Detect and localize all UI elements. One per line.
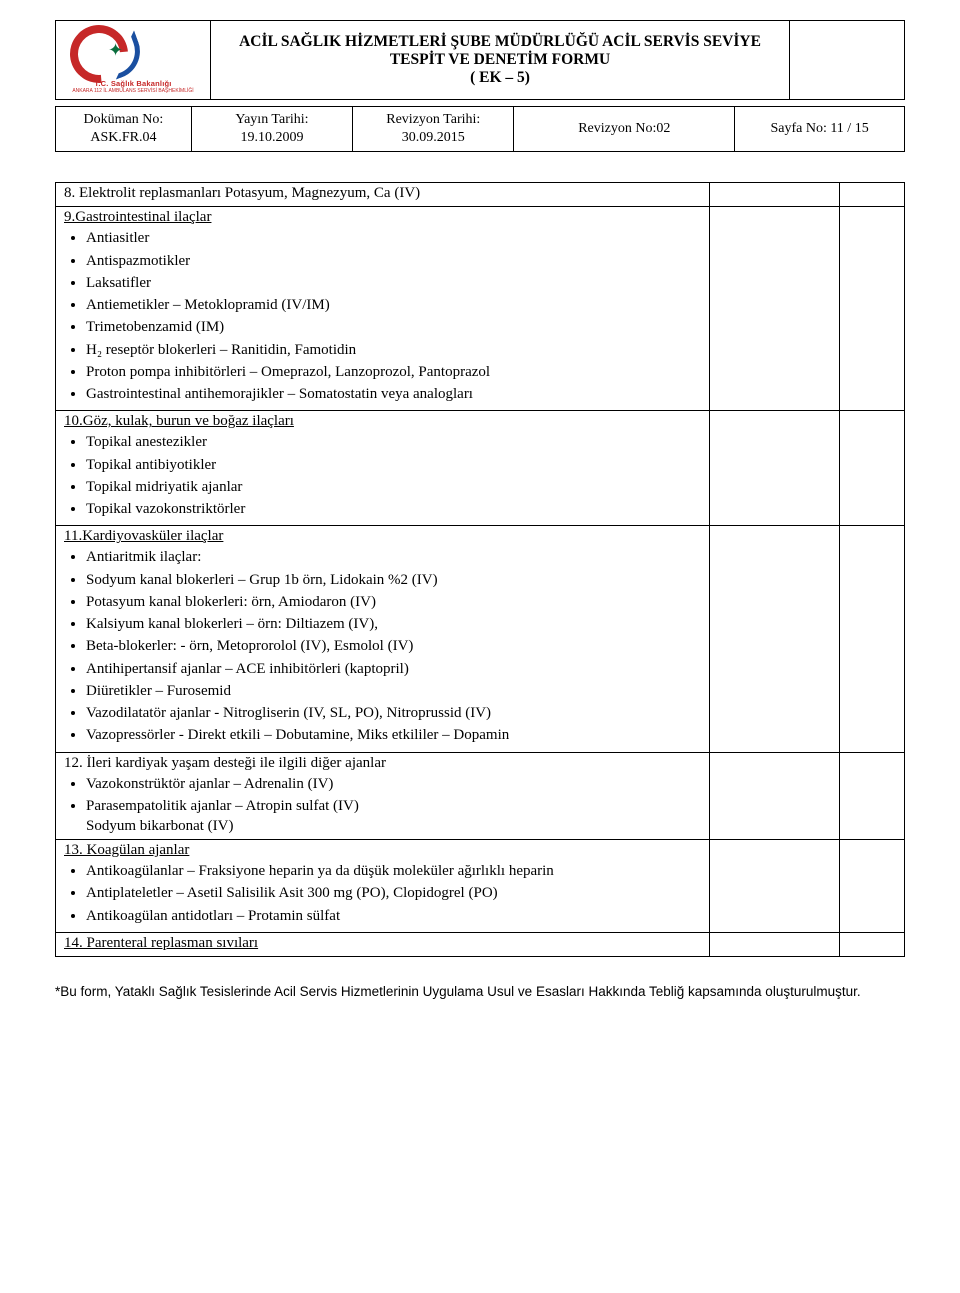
row-11-col2: [710, 526, 840, 752]
row-14: 14. Parenteral replasman sıvıları: [56, 932, 905, 956]
row-13-title: 13. Koagülan ajanlar: [64, 842, 189, 858]
yayin-value: 19.10.2009: [240, 130, 303, 145]
title-line-2: TESPİT VE DENETİM FORMU: [215, 51, 785, 69]
row-8-col2: [710, 183, 840, 207]
list-item: Kalsiyum kanal blokerleri – örn: Diltiaz…: [86, 614, 701, 634]
row-10-col3: [840, 411, 905, 526]
row-11-title: 11.Kardiyovasküler ilaçlar: [64, 528, 223, 544]
row-14-content: 14. Parenteral replasman sıvıları: [56, 932, 710, 956]
row-12-col2: [710, 752, 840, 840]
row-13-col3: [840, 840, 905, 933]
list-item: Trimetobenzamid (IM): [86, 317, 701, 337]
list-item: Vazopressörler - Direkt etkili – Dobutam…: [86, 725, 701, 745]
logo-text-1: T.C. Sağlık Bakanlığı: [68, 79, 198, 88]
list-item: Antispazmotikler: [86, 251, 701, 271]
list-item: Vazodilatatör ajanlar - Nitrogliserin (I…: [86, 703, 701, 723]
list-item: Proton pompa inhibitörleri – Omeprazol, …: [86, 362, 701, 382]
row-10-content: 10.Göz, kulak, burun ve boğaz ilaçları T…: [56, 411, 710, 526]
row-9-content: 9.Gastrointestinal ilaçlar Antiasitler A…: [56, 207, 710, 411]
list-item: Topikal vazokonstriktörler: [86, 499, 701, 519]
row-12-tail: Sodyum bikarbonat (IV): [86, 818, 701, 835]
list-item: Laksatifler: [86, 273, 701, 293]
meta-rev-no: Revizyon No:02: [514, 107, 735, 152]
title-line-3: ( EK – 5): [215, 69, 785, 87]
footnote: *Bu form, Yataklı Sağlık Tesislerinde Ac…: [55, 983, 905, 1001]
row-10-col2: [710, 411, 840, 526]
form-title: ACİL SAĞLIK HİZMETLERİ ŞUBE MÜDÜRLÜĞÜ AC…: [211, 21, 790, 100]
ministry-logo: ✦ T.C. Sağlık Bakanlığı ANKARA 112 İL AM…: [68, 25, 198, 95]
rev-tarih-value: 30.09.2015: [402, 130, 465, 145]
row-14-col2: [710, 932, 840, 956]
list-item: Antihipertansif ajanlar – ACE inhibitörl…: [86, 659, 701, 679]
list-item: Sodyum kanal blokerleri – Grup 1b örn, L…: [86, 570, 701, 590]
row-12: 12. İleri kardiyak yaşam desteği ile ilg…: [56, 752, 905, 840]
row-8-col3: [840, 183, 905, 207]
list-item: Antikoagülanlar – Fraksiyone heparin ya …: [86, 861, 701, 881]
page: ✦ T.C. Sağlık Bakanlığı ANKARA 112 İL AM…: [0, 0, 960, 1021]
list-item: Parasempatolitik ajanlar – Atropin sulfa…: [86, 796, 701, 816]
body-table: 8. Elektrolit replasmanları Potasyum, Ma…: [55, 182, 905, 957]
list-item: Antikoagülan antidotları – Protamin sülf…: [86, 906, 701, 926]
row-12-title: 12. İleri kardiyak yaşam desteği ile ilg…: [64, 755, 386, 771]
list-item: Antiaritmik ilaçlar:: [86, 547, 701, 567]
row-8-text: 8. Elektrolit replasmanları Potasyum, Ma…: [56, 183, 710, 207]
meta-yayin: Yayın Tarihi: 19.10.2009: [191, 107, 352, 152]
list-item: Beta-blokerler: - örn, Metoprorolol (IV)…: [86, 636, 701, 656]
row-13-col2: [710, 840, 840, 933]
meta-dokuman: Doküman No: ASK.FR.04: [56, 107, 192, 152]
star-icon: ✦: [108, 40, 123, 61]
list-item: Potasyum kanal blokerleri: örn, Amiodaro…: [86, 592, 701, 612]
logo-cell: ✦ T.C. Sağlık Bakanlığı ANKARA 112 İL AM…: [56, 21, 211, 100]
row-13: 13. Koagülan ajanlar Antikoagülanlar – F…: [56, 840, 905, 933]
dokuman-label: Doküman No:: [64, 111, 183, 129]
row-13-content: 13. Koagülan ajanlar Antikoagülanlar – F…: [56, 840, 710, 933]
list-item: Antiplateletler – Asetil Salisilik Asit …: [86, 883, 701, 903]
row-9-col3: [840, 207, 905, 411]
row-14-title: 14. Parenteral replasman sıvıları: [64, 935, 258, 951]
row-11-col3: [840, 526, 905, 752]
rev-tarih-label: Revizyon Tarihi:: [361, 111, 505, 129]
list-item: Topikal midriyatik ajanlar: [86, 477, 701, 497]
title-line-1: ACİL SAĞLIK HİZMETLERİ ŞUBE MÜDÜRLÜĞÜ AC…: [239, 33, 761, 50]
row-12-content: 12. İleri kardiyak yaşam desteği ile ilg…: [56, 752, 710, 840]
row-9-col2: [710, 207, 840, 411]
list-item: H₂ reseptör blokerleri – Ranitidin, Famo…: [86, 340, 701, 360]
row-12-col3: [840, 752, 905, 840]
header-table: ✦ T.C. Sağlık Bakanlığı ANKARA 112 İL AM…: [55, 20, 905, 100]
row-9-title: 9.Gastrointestinal ilaçlar: [64, 209, 211, 225]
list-item: Antiemetikler – Metoklopramid (IV/IM): [86, 295, 701, 315]
meta-sayfa: Sayfa No: 11 / 15: [735, 107, 905, 152]
row-10-title: 10.Göz, kulak, burun ve boğaz ilaçları: [64, 413, 294, 429]
row-14-col3: [840, 932, 905, 956]
header-blank: [790, 21, 905, 100]
list-item: Topikal anestezikler: [86, 432, 701, 452]
logo-text-2: ANKARA 112 İL AMBULANS SERVİSİ BAŞHEKİML…: [68, 88, 198, 94]
list-item: Vazokonstrüktör ajanlar – Adrenalin (IV): [86, 774, 701, 794]
meta-table: Doküman No: ASK.FR.04 Yayın Tarihi: 19.1…: [55, 106, 905, 152]
row-9: 9.Gastrointestinal ilaçlar Antiasitler A…: [56, 207, 905, 411]
row-8: 8. Elektrolit replasmanları Potasyum, Ma…: [56, 183, 905, 207]
list-item: Diüretikler – Furosemid: [86, 681, 701, 701]
row-11-content: 11.Kardiyovasküler ilaçlar Antiaritmik i…: [56, 526, 710, 752]
list-item: Topikal antibiyotikler: [86, 455, 701, 475]
meta-rev-tarih: Revizyon Tarihi: 30.09.2015: [353, 107, 514, 152]
yayin-label: Yayın Tarihi:: [200, 111, 344, 129]
list-item: Gastrointestinal antihemorajikler – Soma…: [86, 384, 701, 404]
row-10: 10.Göz, kulak, burun ve boğaz ilaçları T…: [56, 411, 905, 526]
row-11: 11.Kardiyovasküler ilaçlar Antiaritmik i…: [56, 526, 905, 752]
dokuman-value: ASK.FR.04: [90, 130, 156, 145]
list-item: Antiasitler: [86, 228, 701, 248]
